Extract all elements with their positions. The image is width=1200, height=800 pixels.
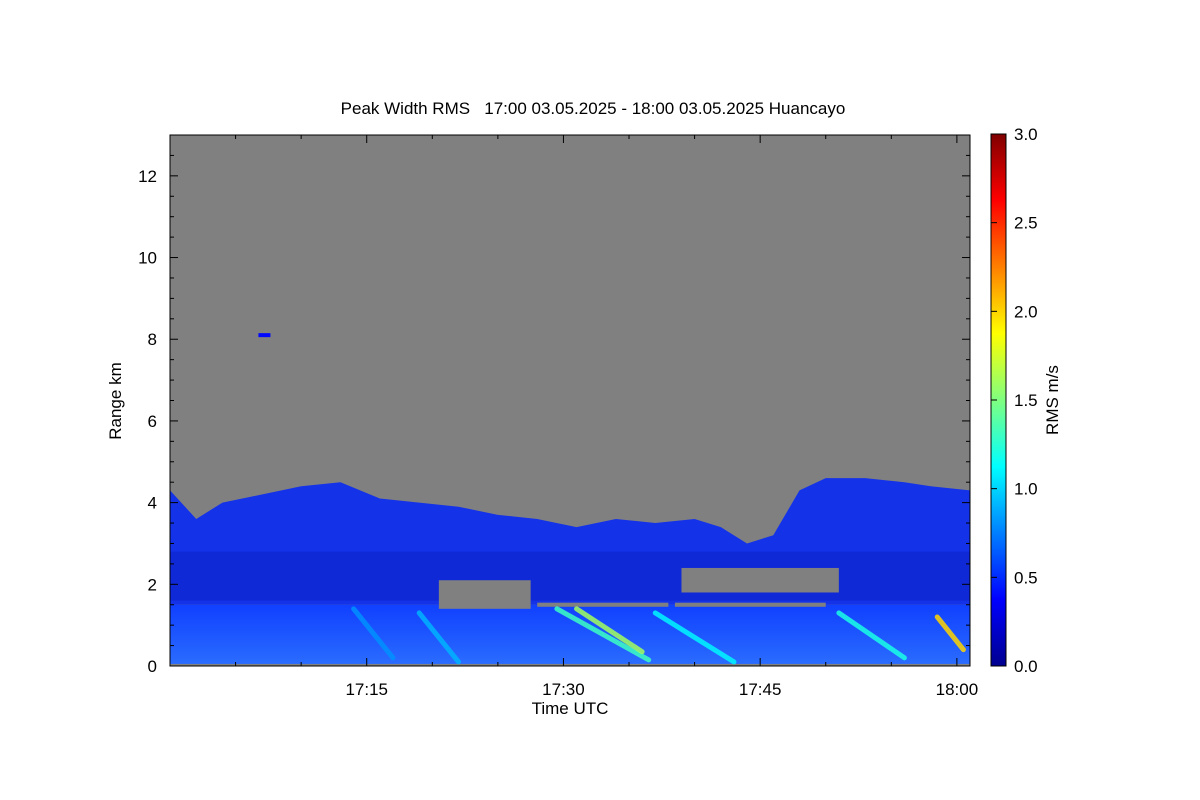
x-axis-label: Time UTC (532, 699, 609, 718)
colorbar-label: RMS m/s (1043, 365, 1062, 435)
colorbar-tick-label: 1.5 (1014, 391, 1038, 410)
high-value-streak (934, 614, 966, 653)
x-tick-label: 17:45 (739, 680, 782, 699)
high-value-streak (351, 606, 396, 661)
colorbar-tick-label: 2.0 (1014, 302, 1038, 321)
isolated-echo (258, 333, 271, 338)
y-tick-label: 10 (138, 249, 157, 268)
high-value-streak (554, 606, 652, 663)
x-tick-label: 17:15 (345, 680, 388, 699)
high-value-streak (836, 610, 907, 661)
y-tick-label: 2 (148, 575, 157, 594)
colorbar-tick-label: 0.0 (1014, 657, 1038, 676)
y-tick-label: 4 (148, 494, 157, 513)
y-tick-label: 12 (138, 167, 157, 186)
y-tick-label: 8 (148, 330, 157, 349)
x-tick-label: 17:30 (542, 680, 585, 699)
colorbar-tick-label: 2.5 (1014, 214, 1038, 233)
colorbar-tick-label: 0.5 (1014, 568, 1038, 587)
high-value-streak (574, 606, 645, 655)
chart-title: Peak Width RMS 17:00 03.05.2025 - 18:00 … (341, 99, 846, 118)
echo-field (170, 333, 970, 666)
gap-region (438, 580, 531, 609)
high-value-streak (416, 610, 462, 665)
high-value-streak (652, 610, 737, 665)
gap-region (681, 567, 839, 593)
y-axis-label: Range km (106, 362, 125, 439)
x-tick-label: 18:00 (936, 680, 979, 699)
colorbar-tick-label: 3.0 (1014, 125, 1038, 144)
y-tick-label: 0 (148, 657, 157, 676)
gap-region (537, 602, 669, 607)
colorbar-tick-label: 1.0 (1014, 480, 1038, 499)
mid-echo-band (170, 551, 970, 601)
y-tick-label: 6 (148, 412, 157, 431)
gap-region (674, 602, 826, 607)
no-data-strip (170, 663, 970, 666)
